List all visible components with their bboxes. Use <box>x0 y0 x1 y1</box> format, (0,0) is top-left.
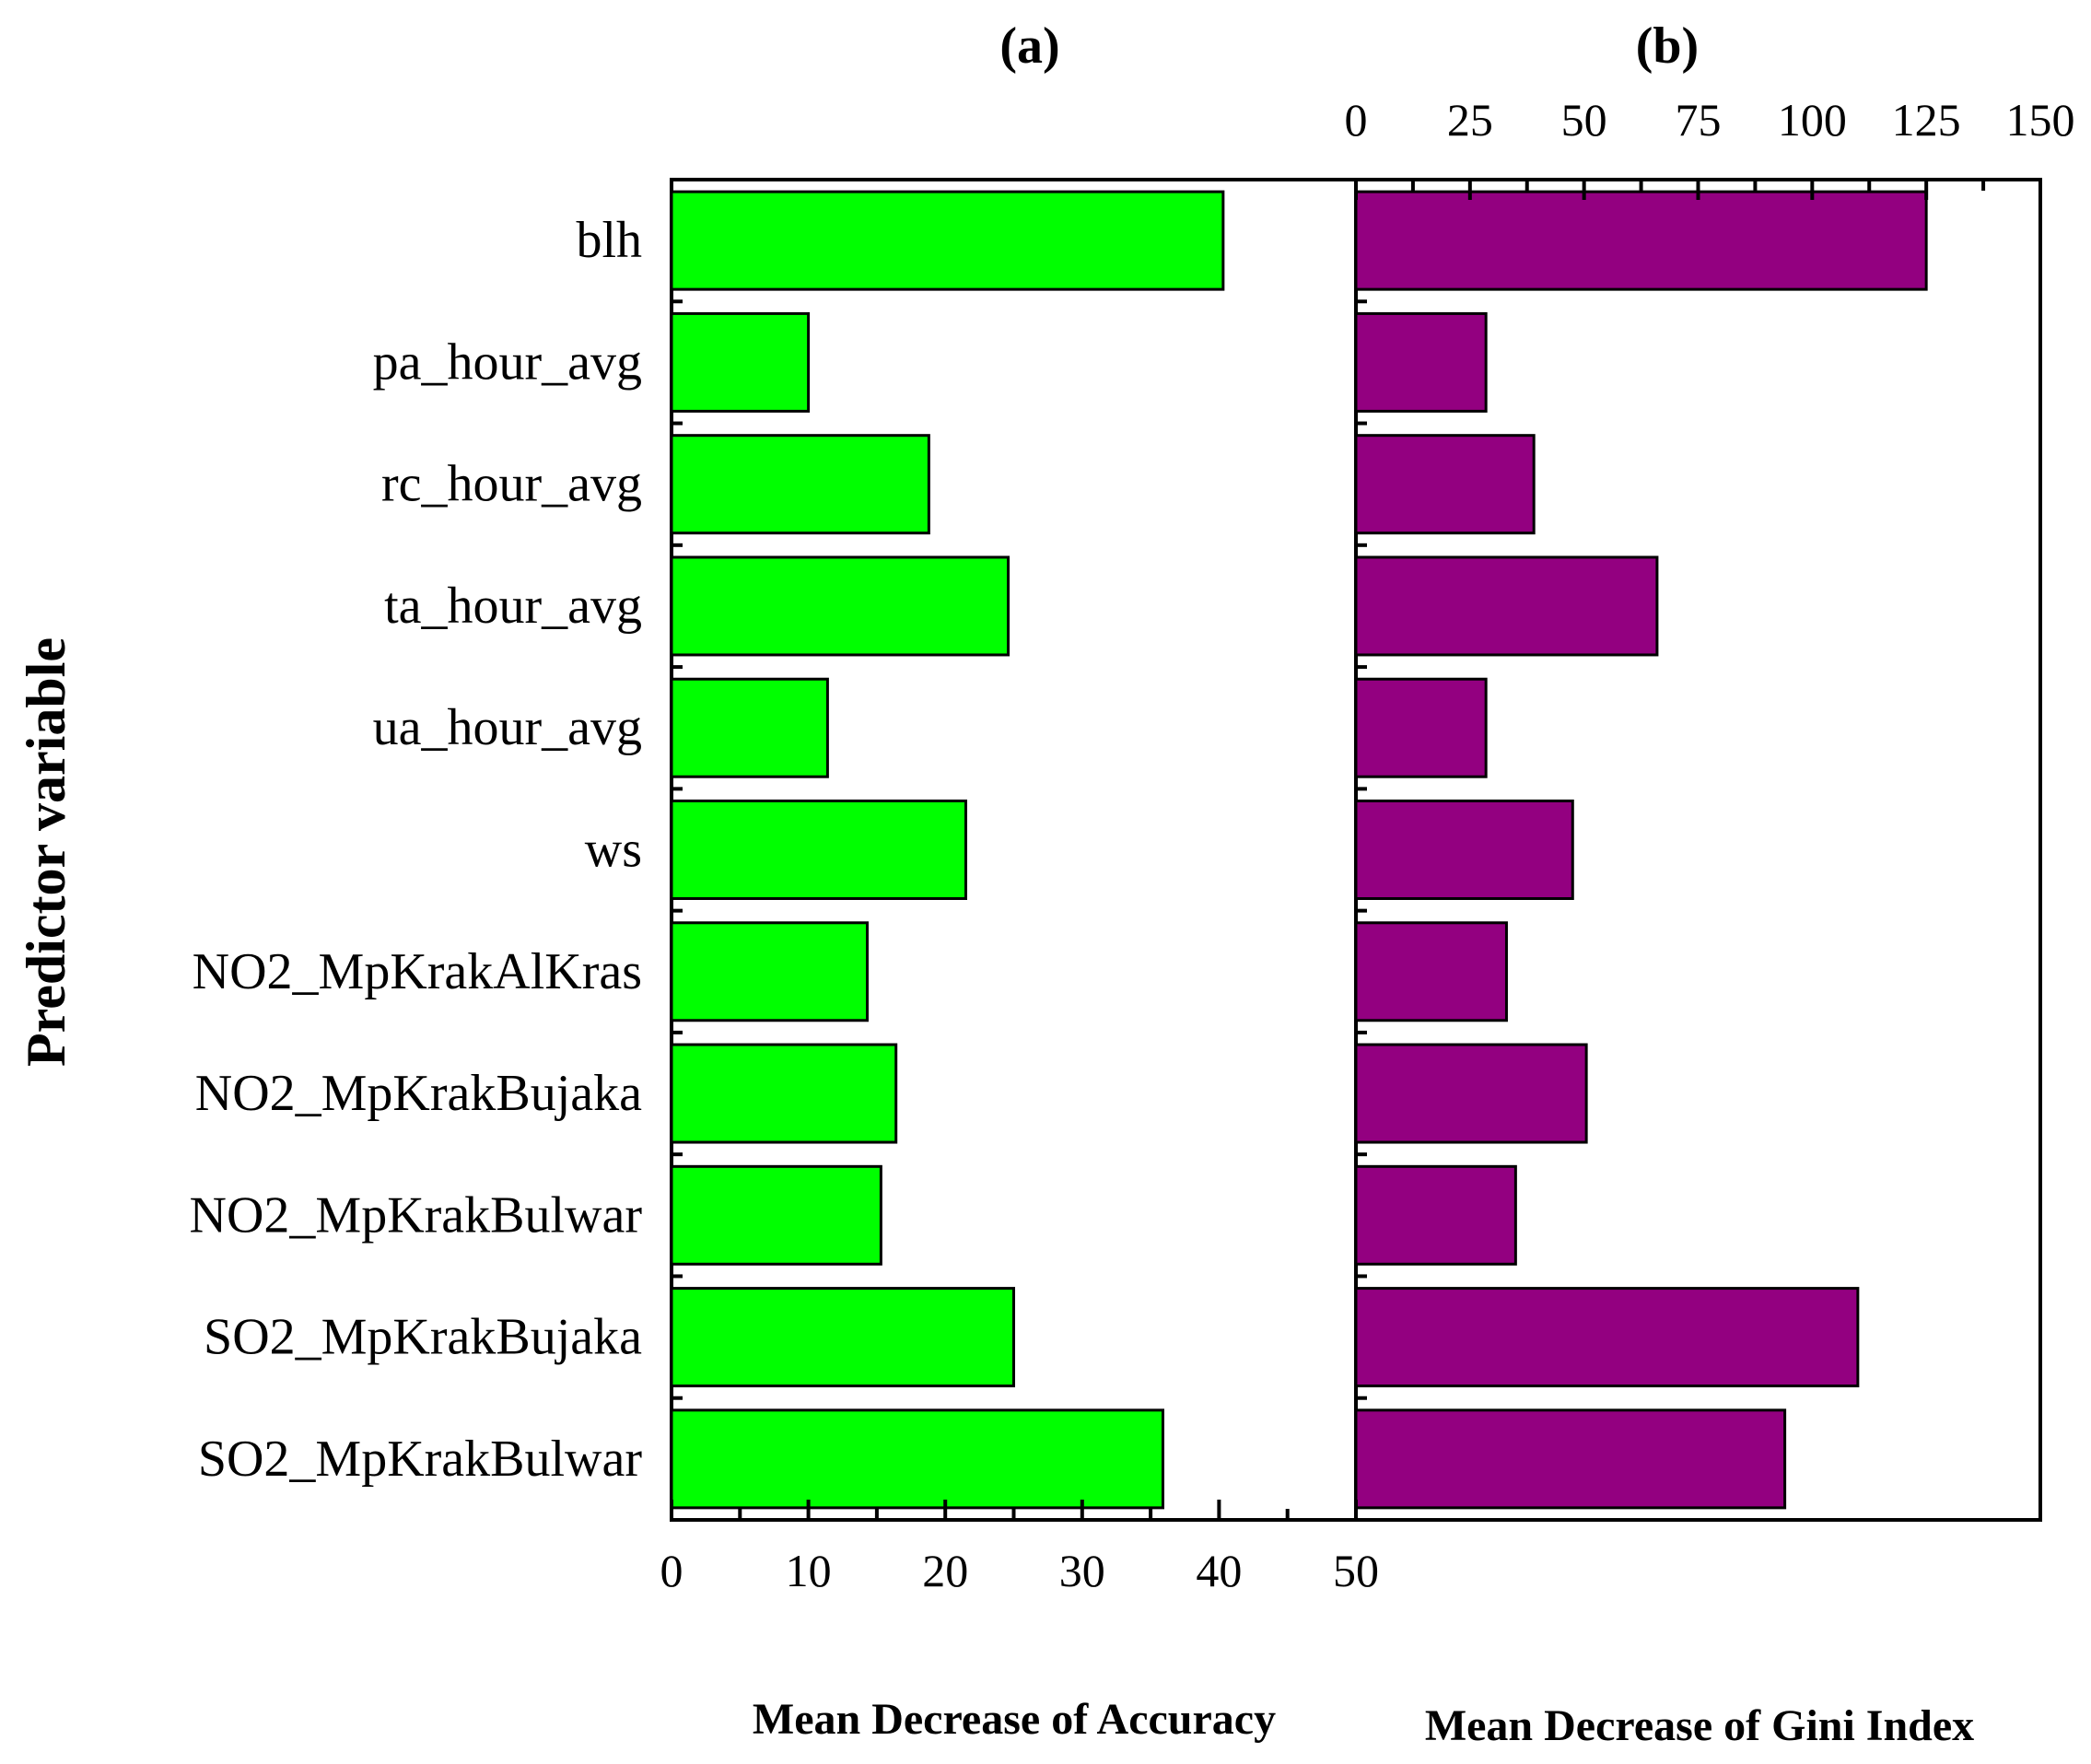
panel-a-bars <box>670 190 1225 1510</box>
category-label-no2-mpkrakbulwar: NO2_MpKrakBulwar <box>190 1186 643 1244</box>
bar-b-no2-mpkrakalkras <box>1354 921 1508 1022</box>
bar-a-no2-mpkrakbujaka <box>670 1043 898 1144</box>
bar-a-ws <box>670 800 967 900</box>
y-axis-title: Predictor variable <box>16 637 76 1067</box>
bar-b-pa-hour-avg <box>1354 311 1488 413</box>
panel-a-x-axis: 0 10 20 30 40 50 <box>660 1500 1379 1596</box>
x-tick-label-a-20: 20 <box>922 1545 968 1596</box>
bar-b-ta-hour-avg <box>1354 555 1659 657</box>
category-label-blh: blh <box>576 212 642 269</box>
x-tick-label-a-10: 10 <box>786 1545 832 1596</box>
category-label-no2-mpkrakbujaka: NO2_MpKrakBujaka <box>195 1065 642 1122</box>
x-axis-title-gini: Mean Decrease of Gini Index <box>1425 1701 1974 1750</box>
category-label-rc-hour-avg: rc_hour_avg <box>381 456 642 513</box>
panel-a-title: (a) <box>999 18 1059 75</box>
x-tick-label-a-40: 40 <box>1196 1545 1242 1596</box>
x-tick-label-a-50: 50 <box>1333 1545 1379 1596</box>
panel-b-bars <box>1354 190 1928 1510</box>
x-axis-title-accuracy: Mean Decrease of Accuracy <box>753 1695 1276 1744</box>
panel-b-title: (b) <box>1636 18 1699 75</box>
x-tick-label-a-30: 30 <box>1059 1545 1105 1596</box>
bar-a-no2-mpkrakalkras <box>670 921 869 1022</box>
bar-b-ws <box>1354 800 1574 900</box>
category-label-ws: ws <box>585 822 642 879</box>
x-tick-label-b-75: 75 <box>1676 94 1722 146</box>
bar-a-ua-hour-avg <box>670 677 829 778</box>
x-tick-label-b-125: 125 <box>1892 94 1961 146</box>
bar-a-pa-hour-avg <box>670 311 811 413</box>
bar-b-so2-mpkrakbujaka <box>1354 1287 1860 1388</box>
category-label-no2-mpkrakalkras: NO2_MpKrakAlKras <box>193 943 642 1000</box>
bar-b-blh <box>1354 190 1928 291</box>
bar-a-so2-mpkrakbujaka <box>670 1287 1015 1388</box>
x-tick-label-b-50: 50 <box>1561 94 1607 146</box>
bar-b-so2-mpkrakbulwar <box>1354 1408 1787 1510</box>
bar-a-ta-hour-avg <box>670 555 1010 657</box>
x-tick-label-b-0: 0 <box>1345 94 1368 146</box>
x-tick-label-b-25: 25 <box>1447 94 1493 146</box>
bar-a-no2-mpkrakbulwar <box>670 1164 882 1266</box>
bar-b-no2-mpkrakbulwar <box>1354 1164 1517 1266</box>
category-labels: blh pa_hour_avg rc_hour_avg ta_hour_avg ua_h… <box>190 212 643 1488</box>
bar-a-so2-mpkrakbulwar <box>670 1408 1164 1510</box>
y-axis-ticks <box>672 299 1367 1400</box>
x-tick-label-b-100: 100 <box>1778 94 1847 146</box>
category-label-so2-mpkrakbulwar: SO2_MpKrakBulwar <box>198 1431 643 1488</box>
category-label-ua-hour-avg: ua_hour_avg <box>373 699 642 756</box>
x-tick-label-b-150: 150 <box>2006 94 2075 146</box>
panel-b-x-axis: 0 25 50 75 100 125 150 <box>1345 94 2075 200</box>
bar-a-rc-hour-avg <box>670 434 930 535</box>
category-label-so2-mpkrakbujaka: SO2_MpKrakBujaka <box>204 1309 642 1366</box>
x-tick-label-a-0: 0 <box>660 1545 683 1596</box>
bar-a-blh <box>670 190 1225 291</box>
bar-b-ua-hour-avg <box>1354 677 1488 778</box>
bar-b-rc-hour-avg <box>1354 434 1536 535</box>
category-label-ta-hour-avg: ta_hour_avg <box>384 578 642 635</box>
bar-b-no2-mpkrakbujaka <box>1354 1043 1588 1144</box>
category-label-pa-hour-avg: pa_hour_avg <box>373 333 642 391</box>
